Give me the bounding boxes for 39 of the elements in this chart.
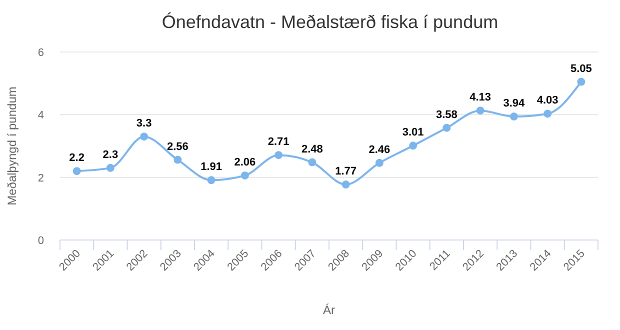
point <box>207 176 216 184</box>
point <box>72 167 81 176</box>
data-label: 3.3 <box>136 118 152 130</box>
data-label: 2.71 <box>268 136 290 148</box>
point <box>240 171 249 180</box>
chart-title: Ónefndavatn - Meðalstærð fiska í pundum <box>162 12 498 32</box>
data-label: 2.2 <box>69 152 84 164</box>
point <box>577 78 586 86</box>
y-tick-label: 2 <box>38 172 44 184</box>
x-axis-title: Ár <box>323 303 336 317</box>
point <box>409 142 418 150</box>
point <box>375 158 384 167</box>
data-label: 4.13 <box>470 92 492 104</box>
y-tick-label: 6 <box>38 47 44 59</box>
point <box>442 124 451 132</box>
point <box>510 112 518 121</box>
data-label: 3.58 <box>436 108 458 121</box>
y-tick-label: 4 <box>38 110 44 122</box>
data-label: 2.3 <box>102 148 118 161</box>
point <box>476 106 484 115</box>
y-tick-label: 0 <box>38 235 44 247</box>
data-label: 2.48 <box>301 143 323 156</box>
data-label: 3.01 <box>402 126 424 139</box>
point <box>174 156 182 164</box>
data-label: 1.91 <box>200 161 222 174</box>
point <box>140 132 148 141</box>
data-label: 2.56 <box>166 140 188 153</box>
point <box>106 164 114 172</box>
point <box>342 180 350 189</box>
point <box>274 151 283 160</box>
data-label: 4.03 <box>536 94 558 107</box>
y-axis-title: Meðalþyngd í pundum <box>5 86 19 206</box>
point <box>308 158 316 166</box>
data-label: 2.06 <box>234 156 256 168</box>
data-label: 1.77 <box>335 166 357 178</box>
data-label: 3.94 <box>503 98 526 110</box>
point <box>544 110 552 118</box>
data-label: 5.05 <box>570 62 592 75</box>
data-label: 2.46 <box>368 144 390 156</box>
